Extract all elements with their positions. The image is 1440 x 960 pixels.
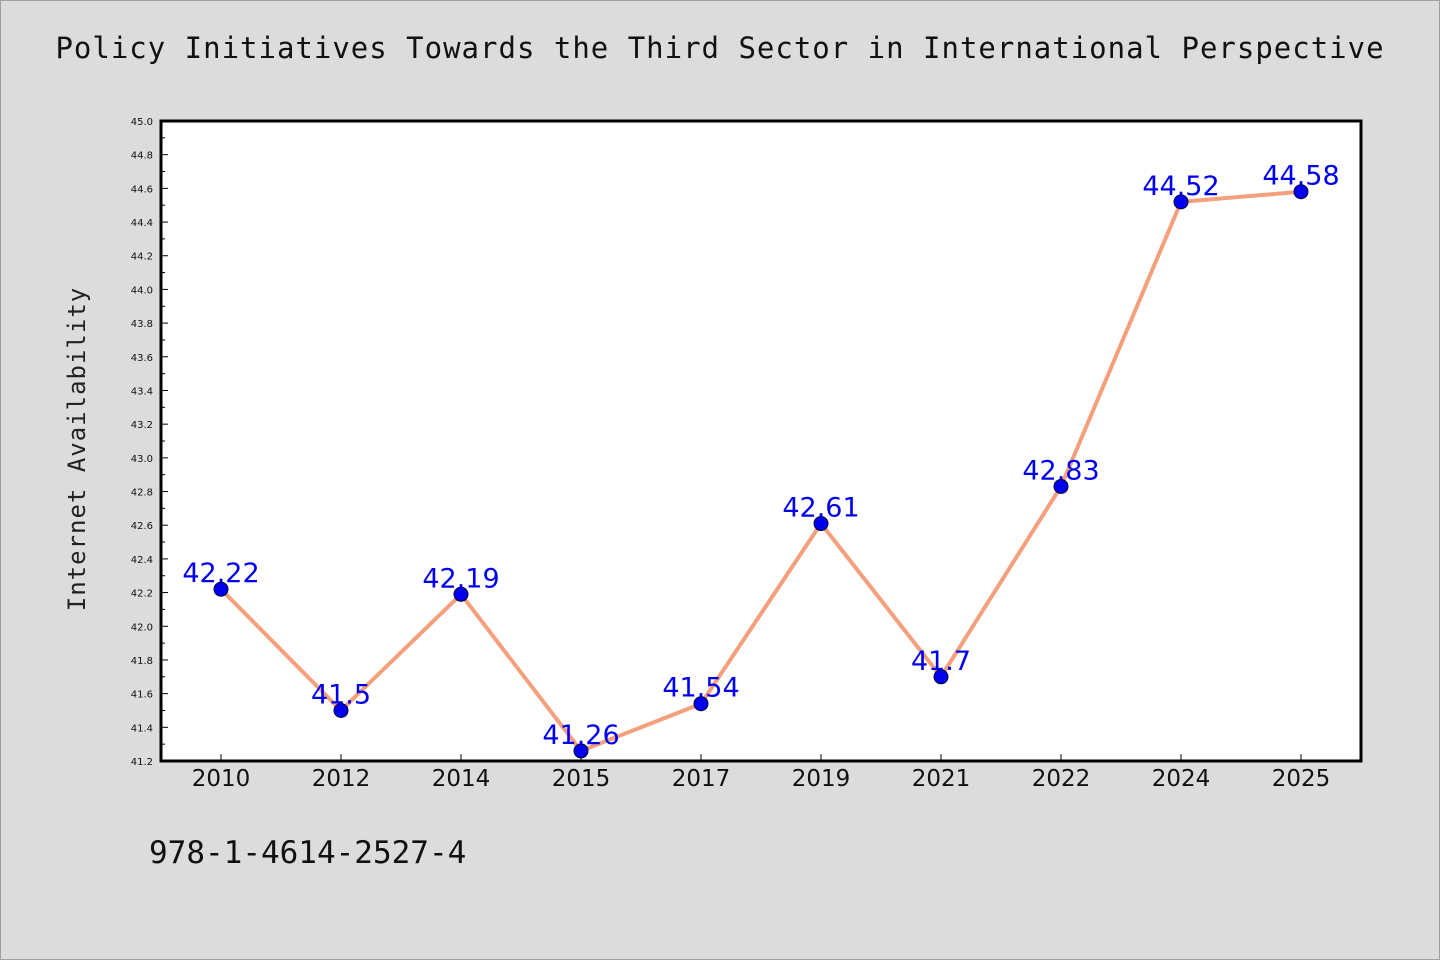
plot-frame — [159, 119, 1363, 763]
data-label: 42.61 — [782, 493, 859, 524]
data-label: 41.5 — [311, 679, 371, 710]
x-tick-label: 2022 — [1032, 766, 1091, 792]
data-point — [1293, 184, 1309, 200]
x-tick-label: 2010 — [192, 766, 251, 792]
data-label: 44.58 — [1262, 161, 1339, 192]
data-label: 42.22 — [182, 558, 259, 589]
x-tick-label: 2015 — [552, 766, 611, 792]
y-tick-label: 41.4 — [131, 723, 153, 734]
x-tick-label: 2017 — [672, 766, 731, 792]
chart-title: Policy Initiatives Towards the Third Sec… — [55, 31, 1385, 65]
y-tick-label: 41.6 — [131, 690, 153, 701]
y-tick-label: 44.6 — [131, 184, 153, 195]
y-tick-label: 43.4 — [131, 386, 153, 397]
data-point — [453, 586, 469, 602]
x-tick-label: 2024 — [1152, 766, 1211, 792]
y-tick-label: 43.6 — [131, 353, 153, 364]
x-tick-label: 2021 — [912, 766, 971, 792]
data-point — [813, 516, 829, 532]
data-label: 41.26 — [542, 720, 619, 751]
y-tick-label: 42.8 — [131, 488, 153, 499]
series-layer: 42.22 41.5 42.19 41.26 41.54 42.61 41.7 42.83 44… — [182, 161, 1340, 759]
y-tick-label: 43.8 — [131, 319, 153, 330]
y-tick-label: 44.4 — [131, 218, 153, 229]
y-tick-label: 44.0 — [131, 285, 153, 296]
data-label: 41.54 — [662, 673, 739, 704]
x-tick-label: 2025 — [1272, 766, 1331, 792]
y-tick-label: 44.8 — [131, 151, 153, 162]
data-label: 41.7 — [911, 646, 971, 677]
y-tick-label: 41.8 — [131, 656, 153, 667]
data-label: 42.19 — [422, 563, 499, 594]
series-line — [219, 189, 1303, 753]
data-point — [213, 581, 229, 597]
y-tick-label: 42.6 — [131, 521, 153, 532]
y-tick-label: 44.2 — [131, 252, 153, 263]
data-point — [333, 702, 349, 718]
data-point — [1173, 194, 1189, 210]
x-tick-label: 2014 — [432, 766, 491, 792]
x-axis: 2010 2012 2014 2015 2017 2019 2021 2022 2024 2025 — [192, 754, 1331, 792]
y-tick-label: 41.2 — [131, 757, 153, 768]
y-tick-label: 43.2 — [131, 420, 153, 431]
y-tick-label: 43.0 — [131, 454, 153, 465]
data-point — [693, 696, 709, 712]
y-tick-label: 42.2 — [131, 589, 153, 600]
y-tick-label: 45.0 — [131, 117, 153, 128]
data-label: 44.52 — [1142, 171, 1219, 202]
x-tick-label: 2019 — [792, 766, 851, 792]
y-tick-label: 42.0 — [131, 622, 153, 633]
footer-code: 978-1-4614-2527-4 — [149, 835, 467, 871]
plot-area — [161, 121, 1361, 761]
data-point — [933, 669, 949, 685]
y-tick-label: 42.4 — [131, 555, 153, 566]
data-point — [573, 743, 589, 759]
data-point — [1053, 478, 1069, 494]
x-tick-label: 2012 — [312, 766, 371, 792]
data-label: 42.83 — [1022, 455, 1099, 486]
